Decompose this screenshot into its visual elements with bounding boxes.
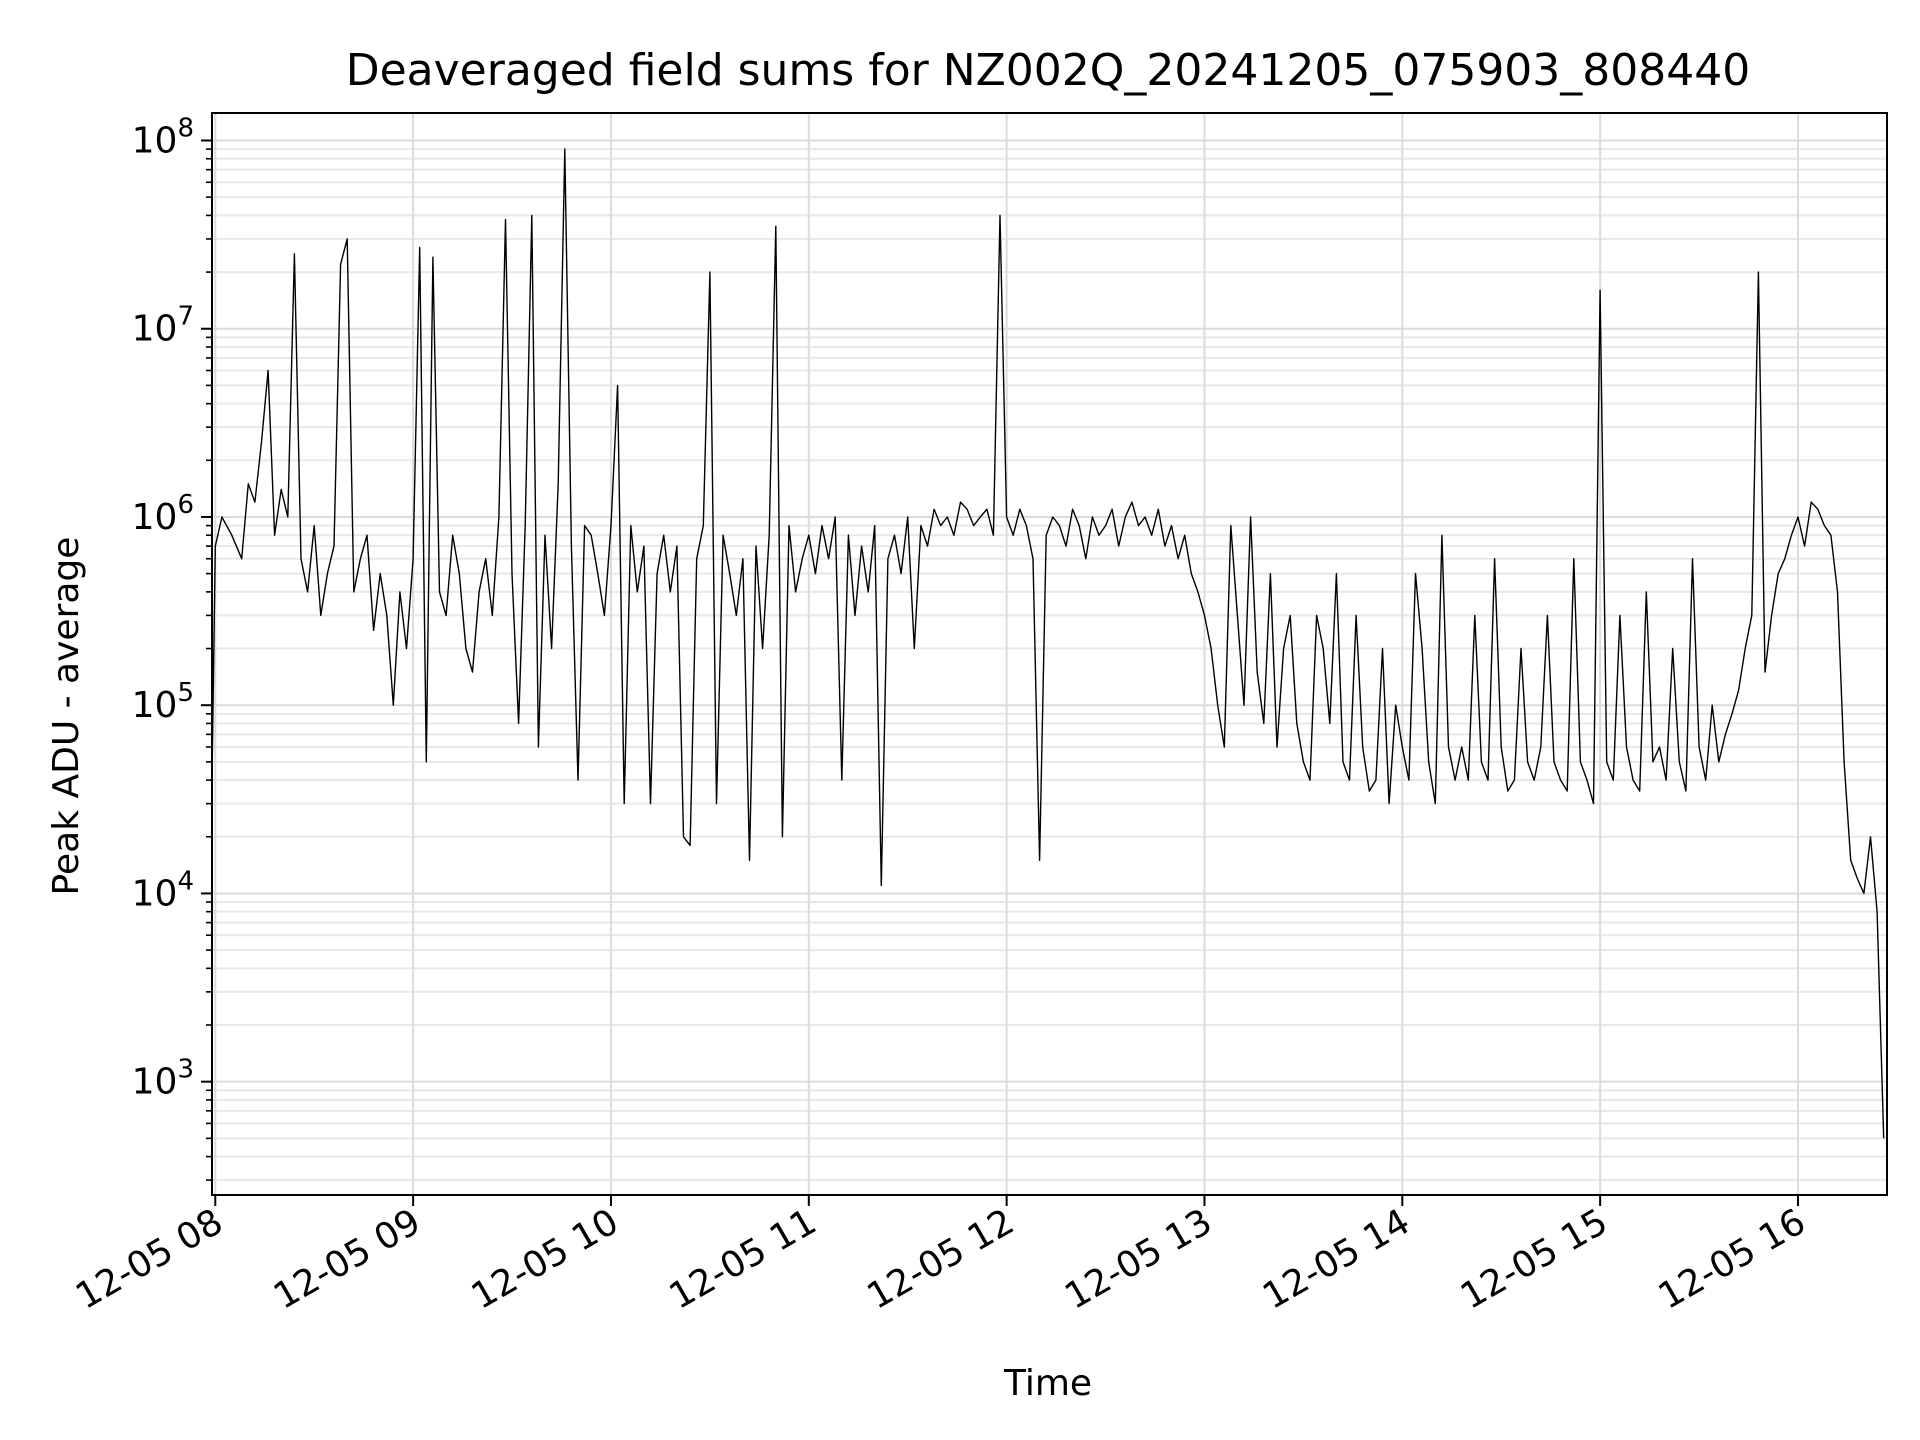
series-line-0 xyxy=(211,148,1885,1139)
y-tick-label: 105 xyxy=(132,678,194,726)
series-layer xyxy=(211,148,1885,1139)
y-tick-label: 103 xyxy=(132,1055,194,1103)
grid xyxy=(212,113,1887,1195)
y-axis: 103 104 105 106 107 108 xyxy=(132,114,212,1181)
y-tick-label: 107 xyxy=(132,302,194,350)
x-axis-label: Time xyxy=(1003,1363,1092,1404)
y-axis-label: Peak ADU - average xyxy=(46,537,87,896)
plot-frame xyxy=(211,112,1888,1196)
chart-title: Deaveraged field sums for NZ002Q_2024120… xyxy=(346,45,1751,96)
y-tick-label: 104 xyxy=(132,866,194,914)
y-tick-label: 108 xyxy=(132,114,194,162)
y-tick-label: 106 xyxy=(132,490,194,538)
